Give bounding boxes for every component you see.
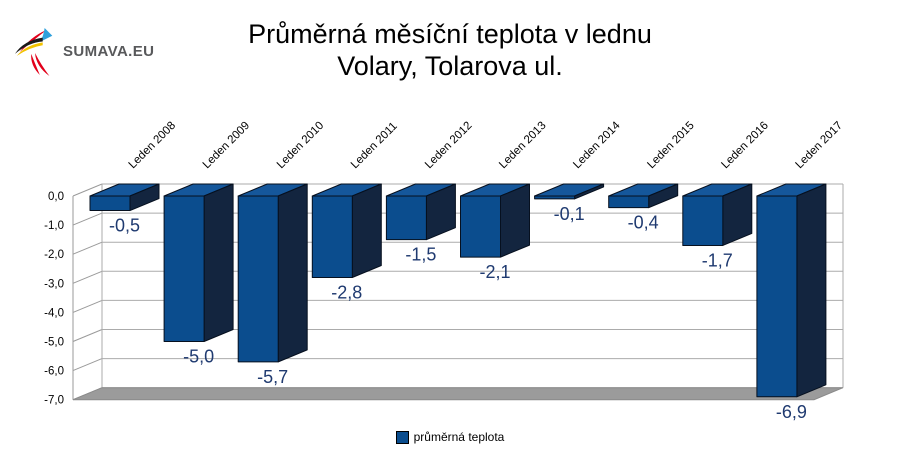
value-label: -0,1 [554,204,585,224]
value-label: -6,9 [776,402,807,422]
sumava-logo-icon [14,28,53,76]
category-label: Leden 2012 [423,120,474,171]
chart-floor [72,387,844,401]
value-label: -0,5 [109,216,140,236]
category-label: Leden 2008 [127,120,178,171]
value-label: -5,0 [183,347,214,367]
logo-red-bottom-swoosh-2 [31,53,40,75]
value-label: -1,5 [405,245,436,265]
category-label: Leden 2013 [497,120,548,171]
bar-front-face [608,195,650,209]
y-tick-label: -6,0 [44,366,64,378]
bar-side-face [277,183,308,363]
value-label: -2,1 [479,262,510,282]
sumava-logo-text: SUMAVA.EU [63,43,155,60]
gridline-depth-tick [72,299,103,313]
legend-swatch-icon [395,430,409,444]
y-tick-label: -1,0 [44,220,64,232]
category-label: Leden 2017 [794,120,845,171]
y-tick-label: 0,0 [48,191,64,203]
value-label: -2,8 [331,282,362,302]
y-tick-label: -4,0 [44,307,64,319]
category-label: Leden 2011 [349,120,400,171]
bar-front-face [682,195,724,246]
chart-legend: průměrná teplota [0,430,900,444]
gridline-depth-tick [72,241,103,255]
y-tick-label: -5,0 [44,337,64,349]
y-tick-label: -7,0 [44,395,64,407]
gridline-depth-tick [72,212,103,226]
logo-black-band [14,37,43,54]
gridline-depth-tick [72,358,103,372]
category-label: Leden 2014 [571,119,623,171]
value-label: -1,7 [702,250,733,270]
bar-front-face [237,195,279,363]
chart-title: Průměrná měsíční teplota v lednu Volary,… [0,18,900,82]
bar-front-face [89,195,131,212]
gridline-depth-tick [72,183,103,197]
bar-side-face [203,183,234,342]
bar-front-face [163,195,205,342]
bar-front-face [460,195,501,258]
bar-side-face [351,183,382,278]
category-label: Leden 2015 [645,120,696,171]
category-label: Leden 2016 [719,120,770,171]
sumava-logo: SUMAVA.EU [13,27,154,77]
value-label: -0,4 [628,213,659,233]
gridline-depth-tick [72,329,103,342]
bar-side-face [796,183,827,398]
y-tick-label: -2,0 [44,249,64,261]
value-label: -5,7 [257,367,288,387]
bar-front-face [385,195,427,241]
bar-side-face [500,183,530,258]
logo-gold-band [16,42,43,56]
category-label: Leden 2010 [275,120,326,171]
chart-title-line1: Průměrná měsíční teplota v lednu [248,19,652,49]
legend-label: průměrná teplota [413,430,505,444]
gridline-depth-tick [72,270,103,284]
chart-title-line2: Volary, Tolarova ul. [337,51,563,81]
category-label: Leden 2009 [201,120,252,171]
logo-blue-sail [40,28,53,42]
bar-front-face [756,195,798,398]
bar-front-face [311,195,353,278]
y-tick-label: -3,0 [44,278,64,290]
bar-front-face [534,195,576,200]
